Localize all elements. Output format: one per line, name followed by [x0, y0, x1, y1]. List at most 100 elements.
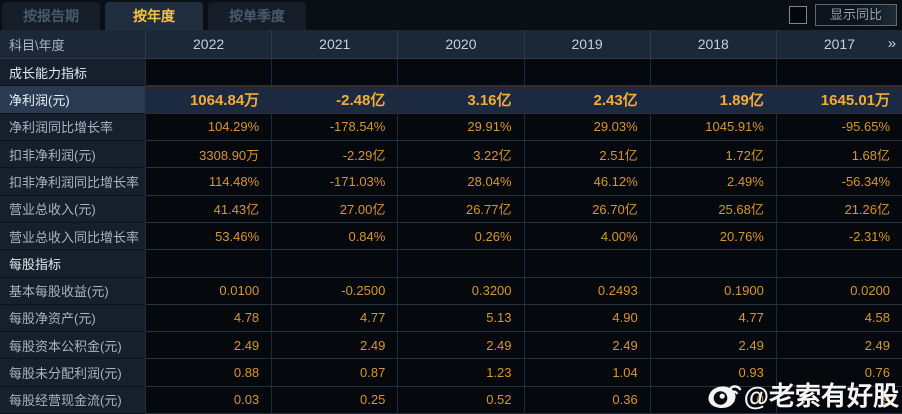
- cell-value: 0.76: [775, 359, 902, 387]
- period-tabbar: 按报告期 按年度 按单季度 显示同比: [0, 0, 902, 30]
- table-row[interactable]: 成长能力指标: [0, 59, 902, 87]
- cell-value: 0.36: [523, 386, 650, 414]
- year-header-2021: 2021: [271, 30, 397, 58]
- table-row[interactable]: 营业总收入(元) 41.43亿 27.00亿 26.77亿 26.70亿 25.…: [0, 195, 902, 223]
- table-row[interactable]: 扣非净利润(元) 3308.90万 -2.29亿 3.22亿 2.51亿 1.7…: [0, 140, 902, 169]
- row-label: 成长能力指标: [0, 59, 145, 87]
- cell-value: 0.03: [145, 386, 272, 414]
- cell-value: 0.0100: [145, 277, 272, 305]
- row-label: 营业总收入同比增长率: [0, 222, 145, 251]
- more-years-chevron-icon[interactable]: »: [887, 35, 897, 52]
- cell-value: -2.29亿: [271, 140, 398, 169]
- cell-value: 1.72亿: [649, 140, 776, 169]
- year-header-2018: 2018: [649, 30, 776, 58]
- cell-value: [649, 250, 776, 278]
- cell-value: 26.77亿: [397, 195, 524, 223]
- cell-value: 0.26%: [397, 222, 524, 251]
- cell-value: 53.46%: [145, 222, 272, 251]
- cell-value: 2.49: [523, 332, 650, 360]
- cell-value: -0.2500: [271, 277, 398, 305]
- cell-value: 27.00亿: [271, 195, 398, 223]
- table-row[interactable]: 每股净资产(元) 4.78 4.77 5.13 4.90 4.77 4.58: [0, 304, 902, 333]
- cell-value: 2.49: [397, 332, 524, 360]
- row-label: 基本每股收益(元): [0, 277, 145, 305]
- cell-value: 3.22亿: [397, 140, 524, 169]
- cell-value: 3.16亿: [397, 86, 524, 114]
- cell-value: 114.48%: [145, 168, 272, 196]
- financial-table: 科目\年度 2022 2021 2020 2019 2018 2017» 成长能…: [0, 30, 902, 414]
- cell-value: 9: [775, 386, 902, 414]
- cell-value: 0.1900: [649, 277, 776, 305]
- cell-value: 0.88: [145, 359, 272, 387]
- cell-value: [775, 59, 902, 87]
- cell-value: 4.00%: [523, 222, 650, 251]
- row-label: 每股资本公积金(元): [0, 332, 145, 360]
- cell-value: 0.87: [271, 359, 398, 387]
- table-row[interactable]: 每股资本公积金(元) 2.49 2.49 2.49 2.49 2.49 2.49: [0, 332, 902, 360]
- cell-value: 4.90: [523, 304, 650, 333]
- tab-by-year[interactable]: 按年度: [105, 2, 203, 30]
- cell-value: 2.49: [271, 332, 398, 360]
- cell-value: [397, 59, 524, 87]
- table-header-row: 科目\年度 2022 2021 2020 2019 2018 2017»: [0, 30, 902, 59]
- cell-value: 2.51亿: [523, 140, 650, 169]
- row-label: 扣非净利润(元): [0, 140, 145, 169]
- cell-value: 1064.84万: [145, 86, 272, 114]
- table-row[interactable]: 净利润(元) 1064.84万 -2.48亿 3.16亿 2.43亿 1.89亿…: [0, 86, 902, 114]
- cell-value: [523, 250, 650, 278]
- cell-value: 4.77: [649, 304, 776, 333]
- table-row[interactable]: 每股指标: [0, 250, 902, 278]
- cell-value: 0.25: [271, 386, 398, 414]
- cell-value: 46.12%: [523, 168, 650, 196]
- cell-value: 2.49: [775, 332, 902, 360]
- cell-value: [523, 59, 650, 87]
- cell-value: 0.93: [649, 359, 776, 387]
- row-label: 营业总收入(元): [0, 195, 145, 223]
- cell-value: 4.78: [145, 304, 272, 333]
- cell-value: -178.54%: [271, 113, 398, 141]
- cell-value: 29.03%: [523, 113, 650, 141]
- cell-value: 5.13: [397, 304, 524, 333]
- tab-by-quarter[interactable]: 按单季度: [208, 2, 306, 30]
- row-label: 扣非净利润同比增长率: [0, 168, 145, 196]
- table-row[interactable]: 每股经营现金流(元) 0.03 0.25 0.52 0.36 0 9: [0, 386, 902, 414]
- table-row[interactable]: 扣非净利润同比增长率 114.48% -171.03% 28.04% 46.12…: [0, 168, 902, 196]
- cell-value: 41.43亿: [145, 195, 272, 223]
- cell-value: [649, 59, 776, 87]
- cell-value: [145, 250, 272, 278]
- show-yoy-button[interactable]: 显示同比: [815, 4, 897, 26]
- year-header-2017: 2017»: [775, 30, 902, 58]
- cell-value: 0.0200: [775, 277, 902, 305]
- cell-value: -2.31%: [775, 222, 902, 251]
- cell-value: [775, 250, 902, 278]
- table-row[interactable]: 每股未分配利润(元) 0.88 0.87 1.23 1.04 0.93 0.76: [0, 359, 902, 387]
- table-row[interactable]: 营业总收入同比增长率 53.46% 0.84% 0.26% 4.00% 20.7…: [0, 222, 902, 251]
- cell-value: 26.70亿: [523, 195, 650, 223]
- cell-value: 1.68亿: [775, 140, 902, 169]
- year-header-2022: 2022: [145, 30, 271, 58]
- show-yoy-checkbox[interactable]: [789, 6, 807, 24]
- cell-value: 1.89亿: [649, 86, 776, 114]
- cell-value: -171.03%: [271, 168, 398, 196]
- cell-value: 1.23: [397, 359, 524, 387]
- cell-value: 0: [649, 386, 776, 414]
- row-label: 每股经营现金流(元): [0, 386, 145, 414]
- cell-value: 4.77: [271, 304, 398, 333]
- cell-value: 2.49: [145, 332, 272, 360]
- row-label: 每股净资产(元): [0, 304, 145, 333]
- cell-value: 0.84%: [271, 222, 398, 251]
- cell-value: [145, 59, 272, 87]
- cell-value: 1645.01万: [775, 86, 902, 114]
- row-label: 净利润同比增长率: [0, 113, 145, 141]
- cell-value: -95.65%: [775, 113, 902, 141]
- cell-value: 104.29%: [145, 113, 272, 141]
- table-rows: 成长能力指标 净利润(元) 1064.84万 -2.48亿 3.16亿 2.43…: [0, 59, 902, 414]
- table-row[interactable]: 基本每股收益(元) 0.0100 -0.2500 0.3200 0.2493 0…: [0, 277, 902, 305]
- cell-value: [271, 59, 398, 87]
- cell-value: 0.3200: [397, 277, 524, 305]
- tab-by-report-period[interactable]: 按报告期: [2, 2, 100, 30]
- table-row[interactable]: 净利润同比增长率 104.29% -178.54% 29.91% 29.03% …: [0, 113, 902, 141]
- corner-header: 科目\年度: [9, 37, 65, 53]
- cell-value: -56.34%: [775, 168, 902, 196]
- cell-value: 28.04%: [397, 168, 524, 196]
